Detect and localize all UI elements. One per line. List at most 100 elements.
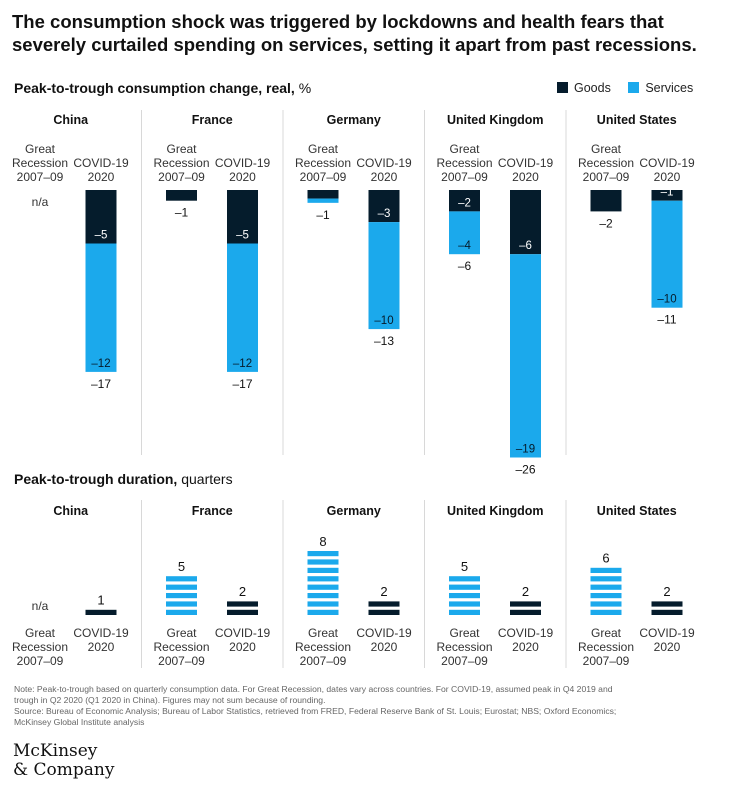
period-label: 2007–09 bbox=[158, 654, 205, 668]
duration-segment-united-kingdom-0 bbox=[449, 593, 480, 599]
footnote: Note: Peak-to-trough based on quarterly … bbox=[14, 684, 714, 728]
duration-value-label: 6 bbox=[602, 551, 609, 566]
duration-segment-germany-0 bbox=[307, 593, 339, 599]
note-line-1: Note: Peak-to-trough based on quarterly … bbox=[14, 684, 613, 694]
total-value-label: –26 bbox=[515, 463, 535, 477]
bar-goods-united-kingdom-1 bbox=[510, 190, 541, 255]
services-value-label: –4 bbox=[458, 240, 471, 252]
bar-goods-united-states-0 bbox=[590, 190, 622, 212]
duration-value-label: 5 bbox=[461, 559, 468, 574]
period-label: 2020 bbox=[512, 170, 539, 184]
period-label: COVID-19 bbox=[639, 626, 695, 640]
period-label: 2007–09 bbox=[583, 654, 630, 668]
legend-label-goods: Goods bbox=[574, 81, 611, 95]
bar-goods-germany-1 bbox=[368, 190, 400, 223]
period-label: Great bbox=[449, 626, 480, 640]
duration-segment-germany-0 bbox=[307, 559, 339, 565]
goods-value-label: –2 bbox=[458, 197, 471, 209]
duration-segment-france-1 bbox=[227, 601, 258, 607]
bar-goods-china-1 bbox=[85, 190, 117, 244]
bar-services-united-kingdom-0 bbox=[449, 211, 480, 255]
period-label: Great bbox=[166, 142, 197, 156]
period-label: Great bbox=[591, 142, 622, 156]
total-value-label: –17 bbox=[232, 377, 252, 391]
duration-section-title: Peak-to-trough duration, quarters bbox=[14, 471, 233, 487]
goods-value-label: –5 bbox=[236, 230, 249, 242]
bar-services-china-1 bbox=[85, 243, 117, 372]
legend: Goods Services bbox=[557, 81, 707, 95]
duration-segment-france-0 bbox=[166, 576, 197, 582]
duration-title-unit: quarters bbox=[177, 471, 233, 487]
legend-swatch-goods bbox=[557, 82, 568, 93]
duration-segment-france-0 bbox=[166, 584, 197, 590]
period-label: Recession bbox=[12, 156, 68, 170]
period-label: 2020 bbox=[371, 170, 398, 184]
bar-services-germany-1 bbox=[368, 222, 400, 330]
duration-segment-united-states-0 bbox=[590, 584, 622, 590]
legend-swatch-services bbox=[628, 82, 640, 93]
duration-segment-france-0 bbox=[166, 593, 197, 599]
duration-segment-germany-0 bbox=[307, 584, 339, 590]
bar-goods-united-states-1 bbox=[651, 190, 683, 201]
country-label-france: France bbox=[192, 113, 233, 127]
bar-goods-germany-0 bbox=[307, 190, 339, 199]
period-label: 2020 bbox=[88, 640, 115, 654]
duration-segment-germany-0 bbox=[307, 609, 339, 615]
duration-value-label: 2 bbox=[380, 584, 387, 599]
country-label-united-states: United States bbox=[597, 113, 677, 127]
services-value-label: –10 bbox=[657, 294, 676, 306]
duration-value-label: 8 bbox=[319, 534, 326, 549]
period-label: COVID-19 bbox=[215, 156, 271, 170]
duration-segment-china-1 bbox=[85, 609, 117, 615]
period-label: Recession bbox=[578, 640, 634, 654]
chart-title: The consumption shock was triggered by l… bbox=[12, 11, 697, 55]
country-label-germany: Germany bbox=[327, 504, 381, 518]
na-label: n/a bbox=[32, 599, 49, 613]
logo-line-1: McKinsey bbox=[13, 741, 98, 761]
duration-segment-united-states-0 bbox=[590, 576, 622, 582]
goods-value-label: –6 bbox=[519, 240, 532, 252]
source-line-2: McKinsey Global Institute analysis bbox=[14, 717, 145, 727]
duration-segment-united-states-0 bbox=[590, 567, 622, 573]
country-label-china: China bbox=[53, 504, 89, 518]
consumption-title-bold: Peak-to-trough consumption change, real, bbox=[14, 80, 295, 96]
duration-value-label: 5 bbox=[178, 559, 185, 574]
goods-value-label: –3 bbox=[378, 208, 391, 220]
services-value-label: –10 bbox=[374, 315, 393, 327]
period-label: COVID-19 bbox=[356, 626, 412, 640]
period-label: 2020 bbox=[512, 640, 539, 654]
consumption-title-unit: % bbox=[294, 80, 312, 96]
period-label: 2007–09 bbox=[441, 170, 488, 184]
period-label: Recession bbox=[436, 640, 492, 654]
period-label: Great bbox=[591, 626, 622, 640]
total-value-label: –11 bbox=[657, 313, 676, 327]
duration-segment-germany-1 bbox=[368, 609, 400, 615]
legend-item-goods: Goods bbox=[557, 81, 611, 95]
duration-segment-united-states-1 bbox=[651, 601, 683, 607]
period-label: Recession bbox=[295, 156, 351, 170]
note-line-2: trough in Q2 2020 (Q1 2020 in China). Fi… bbox=[14, 695, 326, 705]
period-label: COVID-19 bbox=[498, 156, 554, 170]
period-label: 2007–09 bbox=[17, 654, 64, 668]
period-label: Recession bbox=[295, 640, 351, 654]
period-label: 2020 bbox=[229, 640, 256, 654]
period-label: 2020 bbox=[88, 170, 115, 184]
bar-goods-united-kingdom-0 bbox=[449, 190, 480, 212]
period-label: 2020 bbox=[229, 170, 256, 184]
period-label: Great bbox=[308, 142, 339, 156]
period-label: 2007–09 bbox=[583, 170, 630, 184]
chart-canvas: ChinaGreatRecession2007–09n/aCOVID-19202… bbox=[12, 110, 695, 668]
period-label: Great bbox=[308, 626, 339, 640]
country-label-united-states: United States bbox=[597, 504, 677, 518]
duration-segment-united-states-0 bbox=[590, 593, 622, 599]
period-label: 2007–09 bbox=[300, 654, 347, 668]
period-label: Recession bbox=[436, 156, 492, 170]
period-label: COVID-19 bbox=[73, 626, 129, 640]
country-label-france: France bbox=[192, 504, 233, 518]
legend-label-services: Services bbox=[645, 81, 694, 95]
country-label-china: China bbox=[53, 113, 89, 127]
duration-value-label: 2 bbox=[522, 584, 529, 599]
duration-segment-germany-0 bbox=[307, 576, 339, 582]
na-label: n/a bbox=[32, 195, 49, 209]
services-value-label: –19 bbox=[516, 444, 535, 456]
